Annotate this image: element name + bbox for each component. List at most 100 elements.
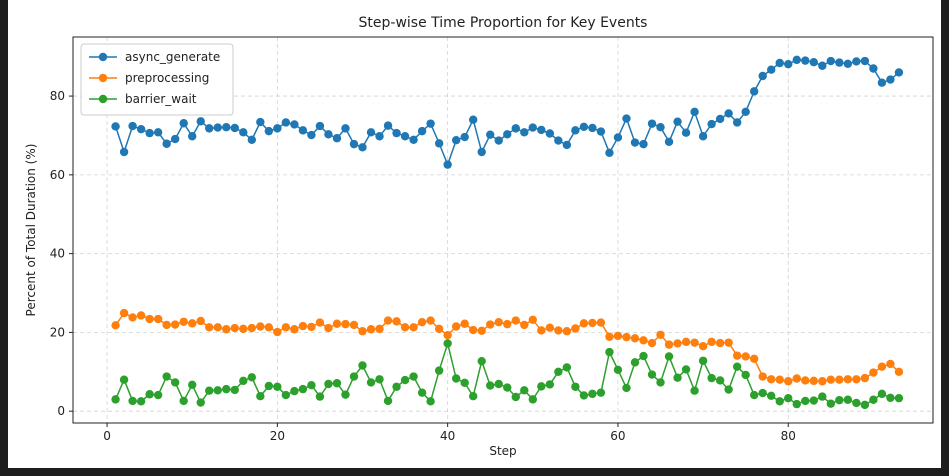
data-point	[409, 323, 418, 332]
data-point	[809, 396, 818, 405]
data-point	[630, 358, 640, 367]
data-point	[664, 340, 674, 349]
data-point	[596, 127, 606, 136]
data-point	[264, 381, 274, 391]
y-tick-label: 0	[57, 404, 65, 418]
data-point	[511, 392, 520, 402]
data-point	[307, 322, 316, 332]
y-tick-label: 60	[50, 168, 65, 182]
data-point	[715, 376, 725, 385]
series-line	[114, 342, 899, 406]
data-point	[460, 319, 469, 328]
data-point	[613, 365, 623, 375]
data-point	[792, 399, 801, 409]
figure-panel: Step-wise Time Proportion for Key Events…	[8, 0, 941, 468]
data-point	[341, 390, 350, 399]
data-point	[443, 330, 452, 340]
legend-item-barrier-wait: barrier_wait	[89, 92, 197, 106]
data-point	[213, 386, 222, 395]
data-point	[715, 114, 725, 124]
data-point	[732, 351, 742, 360]
data-point	[767, 375, 776, 384]
data-point	[332, 379, 342, 388]
chart-title: Step-wise Time Proportion for Key Events	[359, 15, 648, 31]
data-point	[852, 375, 861, 384]
data-point	[170, 134, 180, 144]
data-point	[835, 375, 844, 384]
data-point	[213, 323, 222, 332]
data-point	[801, 376, 810, 385]
data-point	[724, 109, 733, 118]
data-point	[571, 126, 580, 135]
legend-label: preprocessing	[125, 71, 209, 85]
data-point	[860, 373, 870, 383]
data-point	[724, 338, 733, 347]
data-point	[400, 323, 410, 332]
y-axis-label: Percent of Total Duration (%)	[24, 144, 38, 317]
data-point	[290, 120, 299, 129]
data-point	[826, 56, 836, 66]
data-point	[375, 132, 384, 141]
data-point	[451, 135, 461, 145]
data-point	[460, 378, 469, 388]
data-point	[647, 119, 657, 128]
legend: async_generate preprocessing barrier_wait	[80, 43, 234, 116]
data-point	[758, 71, 767, 81]
data-point	[443, 339, 452, 348]
data-point	[230, 323, 239, 333]
data-point	[341, 319, 350, 329]
data-point	[417, 126, 427, 136]
data-point	[869, 368, 878, 377]
data-point	[468, 325, 478, 335]
data-point	[707, 373, 716, 383]
data-point	[826, 399, 836, 408]
data-point	[809, 376, 818, 386]
data-point	[468, 392, 478, 401]
data-point	[136, 397, 146, 406]
data-point	[681, 337, 691, 347]
y-tick-label: 20	[50, 325, 65, 339]
data-point	[690, 338, 699, 347]
data-point	[877, 78, 887, 87]
data-point	[852, 57, 861, 66]
data-point	[256, 392, 265, 401]
data-point	[613, 331, 623, 341]
data-point	[111, 321, 120, 330]
data-point	[256, 322, 265, 331]
data-point	[417, 317, 427, 327]
data-point	[392, 128, 401, 138]
data-point	[775, 375, 784, 384]
data-point	[622, 383, 631, 393]
data-point	[443, 160, 452, 169]
data-point	[818, 61, 827, 70]
data-point	[273, 124, 282, 133]
data-point	[767, 391, 776, 401]
data-point	[332, 319, 342, 328]
data-point	[562, 363, 572, 372]
data-point	[554, 326, 563, 335]
legend-marker	[98, 94, 108, 104]
data-point	[528, 123, 538, 132]
data-point	[877, 389, 887, 399]
legend-marker	[98, 52, 108, 62]
data-point	[341, 124, 350, 133]
data-point	[392, 382, 401, 391]
series-barrier-wait	[111, 339, 904, 410]
x-tick-label: 20	[270, 429, 285, 443]
data-point	[324, 323, 333, 333]
data-point	[358, 327, 367, 336]
data-point	[673, 373, 682, 382]
data-point	[732, 118, 742, 127]
data-point	[256, 117, 265, 127]
data-point	[247, 135, 257, 145]
data-point	[460, 132, 469, 142]
data-point	[537, 382, 546, 391]
data-point	[698, 341, 708, 351]
data-point	[835, 395, 844, 405]
data-point	[145, 128, 154, 138]
data-point	[741, 352, 750, 361]
data-point	[639, 139, 648, 149]
data-point	[511, 316, 520, 325]
data-point	[511, 124, 520, 133]
data-point	[239, 324, 248, 334]
